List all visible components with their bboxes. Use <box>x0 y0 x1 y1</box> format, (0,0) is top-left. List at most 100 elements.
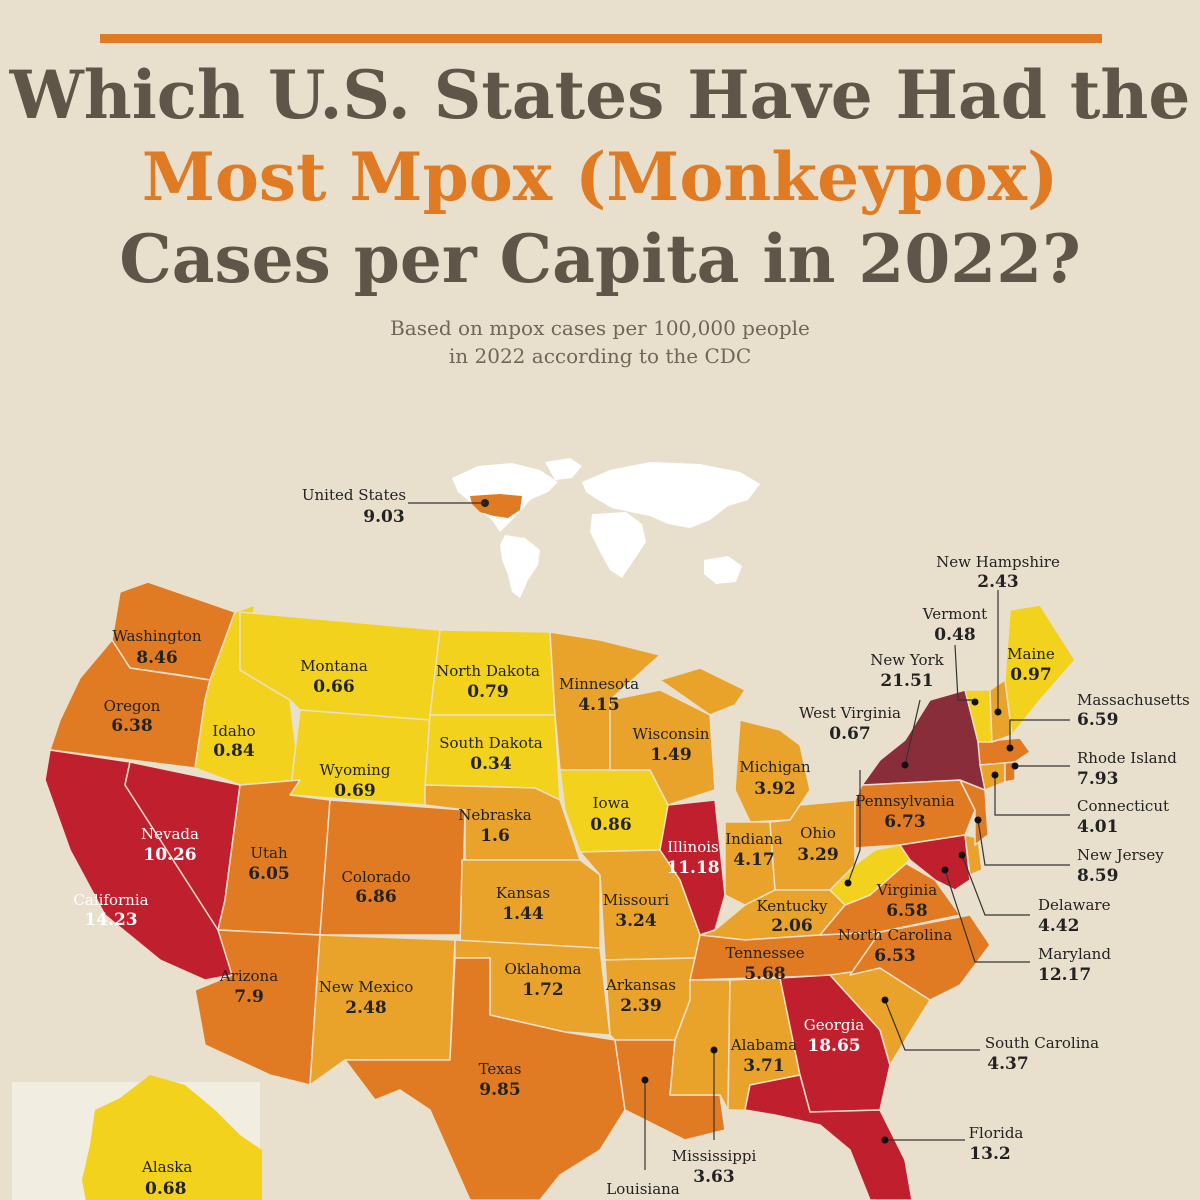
label-connecticut-name: Connecticut <box>1077 797 1169 815</box>
leader-connecticut <box>994 775 1070 816</box>
label-north-carolina-value: 6.53 <box>874 946 915 966</box>
state-florida <box>744 1074 913 1200</box>
dot-florida <box>881 1136 889 1144</box>
label-washington-value: 8.46 <box>136 648 177 668</box>
state-maine <box>1004 604 1076 736</box>
label-massachusetts-value: 6.59 <box>1077 710 1118 730</box>
world-australia <box>704 556 742 584</box>
label-west-virginia-value: 0.67 <box>829 724 870 744</box>
dot-vermont <box>971 698 979 706</box>
label-pennsylvania-value: 6.73 <box>884 812 925 832</box>
label-new-mexico-name: New Mexico <box>319 978 414 996</box>
label-vermont-value: 0.48 <box>934 625 975 645</box>
label-washington-name: Washington <box>112 627 202 645</box>
label-new-hampshire-name: New Hampshire <box>936 553 1060 571</box>
label-connecticut-value: 4.01 <box>1077 817 1118 837</box>
state-labels-right: Massachusetts 6.59 Rhode Island 7.93 Con… <box>141 691 1190 1199</box>
state-texas <box>344 957 626 1200</box>
label-south-carolina-name: South Carolina <box>985 1034 1099 1052</box>
leader-dots <box>641 698 1019 1144</box>
state-labels: Washington 8.46 Oregon 6.38 California 1… <box>73 553 1099 1198</box>
label-oregon-value: 6.38 <box>111 716 152 736</box>
label-minnesota-value: 4.15 <box>578 695 619 715</box>
dot-louisiana <box>641 1076 649 1084</box>
label-delaware-value: 4.42 <box>1038 916 1079 936</box>
world-south-america <box>500 535 540 598</box>
label-louisiana-name: Louisiana <box>606 1180 680 1198</box>
label-oklahoma-value: 1.72 <box>522 980 563 1000</box>
label-rhode-island-value: 7.93 <box>1077 769 1118 789</box>
label-texas-name: Texas <box>479 1060 522 1078</box>
label-arkansas-name: Arkansas <box>605 976 676 994</box>
label-kansas-value: 1.44 <box>502 904 544 924</box>
label-maine-name: Maine <box>1007 645 1055 663</box>
label-wisconsin-name: Wisconsin <box>633 725 710 743</box>
label-indiana-value: 4.17 <box>733 850 774 870</box>
label-north-dakota-value: 0.79 <box>467 682 508 702</box>
dot-massachusetts <box>1006 744 1014 752</box>
label-wisconsin-value: 1.49 <box>650 745 691 765</box>
label-south-dakota-value: 0.34 <box>470 754 512 774</box>
state-massachusetts <box>977 737 1031 766</box>
state-delaware <box>964 834 983 876</box>
label-new-hampshire-value: 2.43 <box>977 572 1018 592</box>
dot-maryland <box>941 866 949 874</box>
label-illinois-name: Illinois <box>667 838 719 856</box>
label-colorado-name: Colorado <box>341 868 410 886</box>
leader-massachusetts <box>1009 719 1070 748</box>
page-title: Which U.S. States Have Had the Most Mpox… <box>0 54 1200 300</box>
label-virginia-name: Virginia <box>876 881 937 899</box>
leader-maryland <box>944 869 1030 963</box>
dot-west-virginia <box>844 879 852 887</box>
label-nebraska-value: 1.6 <box>480 826 510 846</box>
label-texas-value: 9.85 <box>479 1080 520 1100</box>
leader-new-york <box>904 699 921 766</box>
label-alabama-value: 3.71 <box>743 1056 784 1076</box>
label-new-york-value: 21.51 <box>880 671 933 691</box>
world-africa <box>590 512 646 578</box>
label-montana-name: Montana <box>300 657 368 675</box>
subtitle-line-1: Based on mpox cases per 100,000 people <box>390 316 810 340</box>
label-florida-name: Florida <box>969 1124 1024 1142</box>
label-nebraska-name: Nebraska <box>458 806 532 824</box>
label-alaska-name: Alaska <box>141 1158 192 1176</box>
us-label-value: 9.03 <box>363 507 404 527</box>
top-rule <box>100 34 1102 43</box>
leader-delaware <box>961 854 1030 916</box>
state-wisconsin <box>609 689 716 806</box>
label-kentucky-name: Kentucky <box>757 897 829 915</box>
label-alaska-value: 0.68 <box>145 1179 186 1199</box>
label-wyoming-name: Wyoming <box>320 761 391 779</box>
label-kansas-name: Kansas <box>496 884 550 902</box>
dot-mississippi <box>710 1046 718 1054</box>
state-kansas <box>459 859 601 951</box>
label-ohio-value: 3.29 <box>797 845 838 865</box>
label-maryland-value: 12.17 <box>1038 965 1091 985</box>
subtitle: Based on mpox cases per 100,000 people i… <box>0 314 1200 370</box>
label-rhode-island-name: Rhode Island <box>1077 749 1177 767</box>
dot-new-york <box>901 761 909 769</box>
label-ohio-name: Ohio <box>800 824 836 842</box>
label-mississippi-name: Mississippi <box>672 1147 757 1165</box>
dot-new-jersey <box>974 816 982 824</box>
world-greenland <box>545 458 582 480</box>
label-kentucky-value: 2.06 <box>771 916 812 936</box>
dot-delaware <box>958 851 966 859</box>
label-maryland-name: Maryland <box>1038 945 1111 963</box>
label-utah-name: Utah <box>250 844 288 862</box>
label-idaho-name: Idaho <box>212 722 255 740</box>
label-georgia-name: Georgia <box>804 1016 864 1034</box>
label-mississippi-value: 3.63 <box>693 1167 734 1187</box>
label-california-value: 14.23 <box>84 910 137 930</box>
label-arkansas-value: 2.39 <box>620 996 661 1016</box>
dot-rhode-island <box>1011 762 1019 770</box>
title-line-3: Cases per Capita in 2022? <box>119 220 1081 298</box>
label-michigan-name: Michigan <box>739 758 811 776</box>
leader-south-carolina <box>884 999 980 1051</box>
label-florida-value: 13.2 <box>969 1144 1010 1164</box>
label-new-jersey-value: 8.59 <box>1077 866 1118 886</box>
label-south-carolina-value: 4.37 <box>987 1054 1028 1074</box>
label-iowa-name: Iowa <box>593 794 630 812</box>
label-tennessee-value: 5.68 <box>744 964 785 984</box>
